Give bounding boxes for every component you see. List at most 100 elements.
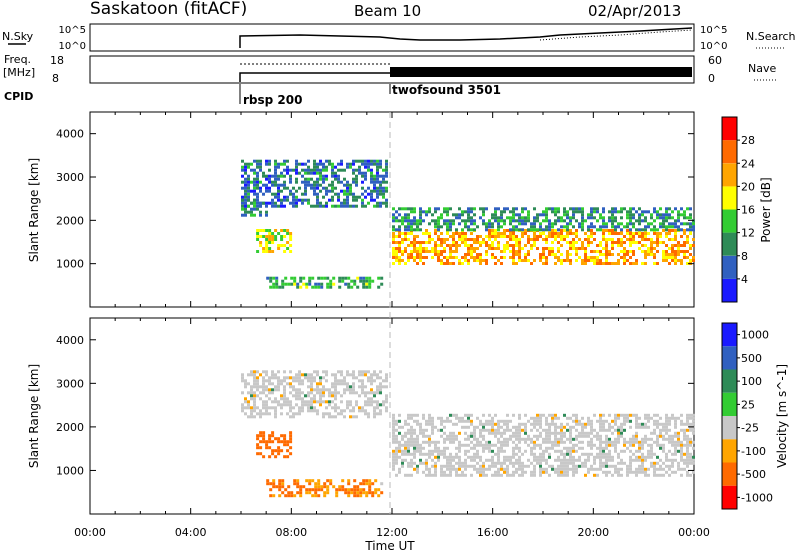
power-cell [395,241,398,244]
velocity-cell [566,449,569,453]
power-cell [593,210,596,214]
power-cell [334,192,337,196]
power-cell [392,225,395,229]
velocity-cell [274,406,277,410]
power-cell [617,238,620,241]
velocity-cell [344,491,348,495]
velocity-cell [373,400,376,404]
velocity-cell [374,479,378,483]
velocity-cell [416,419,419,423]
velocity-cell [692,422,695,426]
power-cell [440,213,443,217]
power-cell [331,168,334,172]
velocity-cell [491,431,494,435]
velocity-cell [283,400,286,404]
colorbar-tick-label: 12 [741,227,755,240]
velocity-cell [241,379,244,383]
power-cell [431,247,434,250]
velocity-cell [482,473,485,477]
power-cell [449,219,452,223]
power-cell [416,256,419,259]
velocity-cell [632,434,635,438]
velocity-cell [431,428,434,432]
power-cell [373,177,376,181]
power-cell [626,225,629,229]
velocity-cell [376,373,379,377]
power-cell [548,225,551,229]
power-cell [250,201,253,205]
power-cell [542,253,545,256]
power-cell [256,250,260,253]
power-cell [659,232,662,235]
power-cell [473,238,476,241]
power-cell [467,259,470,262]
power-cell [434,241,437,244]
power-cell [298,186,301,190]
velocity-cell [392,419,395,423]
velocity-cell [575,470,578,474]
velocity-cell [593,434,596,438]
velocity-cell [539,455,542,459]
power-cell [455,256,458,259]
velocity-cell [536,422,539,426]
power-cell [572,210,575,214]
power-cell [536,216,539,220]
power-cell [398,247,401,250]
velocity-cell [407,446,410,450]
power-cell [313,162,316,166]
power-cell [608,262,611,265]
velocity-cell [479,431,482,435]
velocity-cell [569,455,572,459]
velocity-cell [539,425,542,429]
power-cell [593,256,596,259]
power-cell [316,198,319,202]
velocity-heatmap [241,370,695,498]
power-cell [512,256,515,259]
power-cell [575,253,578,256]
velocity-cell [422,416,425,420]
power-cell [392,238,395,241]
velocity-cell [289,406,292,410]
velocity-cell [410,458,413,462]
velocity-cell [250,370,253,374]
power-cell [277,183,280,187]
power-cell [443,222,446,226]
power-cell [539,235,542,238]
velocity-cell [551,419,554,423]
velocity-cell [428,455,431,459]
power-cell [485,228,488,232]
velocity-cell [653,470,656,474]
power-cell [308,276,312,280]
velocity-cell [497,428,500,432]
velocity-cell [593,413,596,417]
power-cell [262,229,266,232]
power-cell [364,162,367,166]
velocity-cell [298,388,301,392]
velocity-cell [437,446,440,450]
power-cell [413,219,416,223]
velocity-cell [428,470,431,474]
velocity-cell [500,446,503,450]
beam-label: Beam 10 [354,2,421,20]
power-cell [446,213,449,217]
power-cell [343,204,346,208]
velocity-cell [265,412,268,416]
velocity-cell [274,376,277,380]
velocity-cell [575,443,578,447]
power-cell [304,186,307,190]
power-cell [683,244,686,247]
velocity-cell [370,373,373,377]
power-cell [283,244,287,247]
power-cell [512,213,515,217]
power-cell [289,174,292,178]
velocity-cell [554,431,557,435]
velocity-cell [635,467,638,471]
velocity-cell [596,419,599,423]
power-cell [509,222,512,226]
power-cell [545,228,548,232]
power-cell [392,262,395,265]
power-cell [244,162,247,166]
power-cell [319,183,322,187]
velocity-cell [473,446,476,450]
power-cell [488,238,491,241]
